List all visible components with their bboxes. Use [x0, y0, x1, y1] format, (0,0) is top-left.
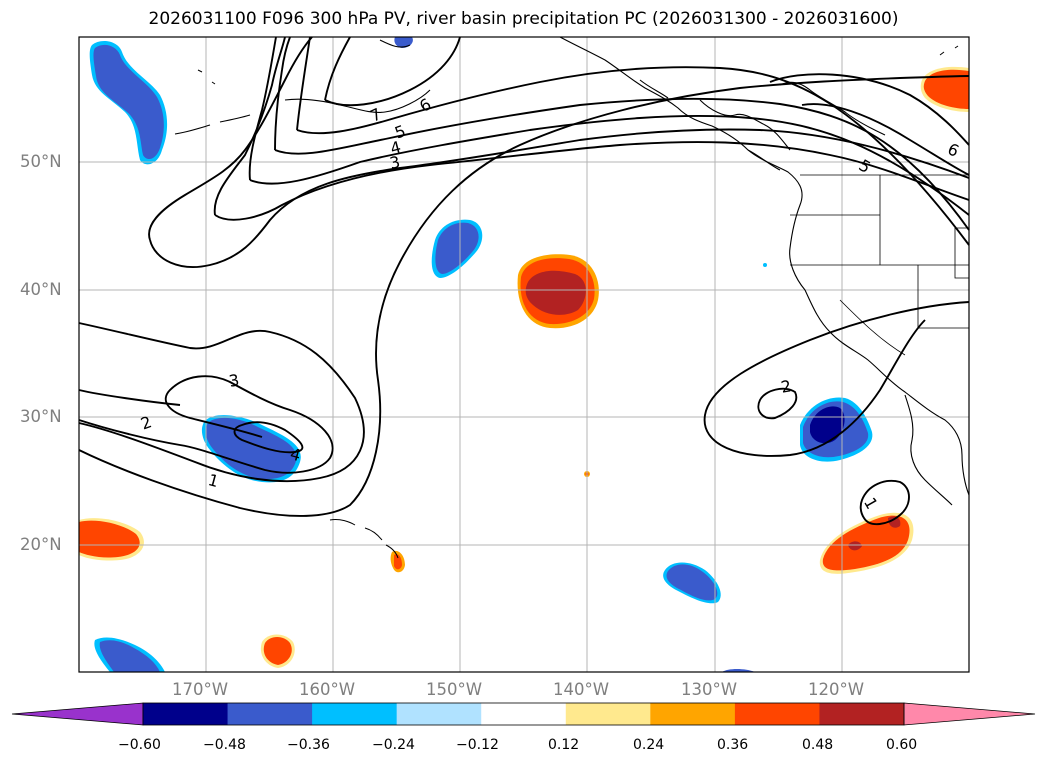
pv-contours [78, 36, 970, 526]
precip-negative-blobs [89, 37, 873, 672]
contour-label: 4 [388, 137, 403, 158]
colorbar-tick-label: 0.36 [717, 737, 749, 753]
precip-shading [79, 37, 969, 672]
lat-label-30n: 30°N [20, 407, 62, 426]
colorbar-segments [11, 702, 1036, 726]
lat-label-20n: 20°N [20, 535, 62, 554]
political-borders [790, 174, 969, 356]
lon-label-170w: 170°W [172, 680, 229, 699]
lon-label-120w: 120°W [808, 680, 865, 699]
colorbar-tick-label: −0.60 [118, 737, 161, 753]
colorbar-extend-left-outline [12, 703, 143, 725]
colorbar-tick-label: −0.24 [372, 737, 415, 753]
colorbar-segment [650, 703, 736, 725]
contour-label: 3 [227, 370, 240, 390]
map-title: 2026031100 F096 300 hPa PV, river basin … [148, 9, 899, 29]
colorbar-segment [227, 703, 313, 725]
colorbar-frame [142, 702, 905, 726]
contour-label: 2 [779, 376, 792, 396]
colorbar [11, 702, 1036, 726]
lat-label-50n: 50°N [20, 152, 62, 171]
colorbar-tick-label: 0.48 [802, 737, 834, 753]
map-panel [79, 37, 969, 672]
colorbar-segment [143, 703, 229, 725]
colorbar-segment [481, 703, 567, 725]
colorbar-tick-label: −0.36 [287, 737, 330, 753]
colorbar-segment [734, 703, 820, 725]
colorbar-tick-label: −0.48 [203, 737, 246, 753]
contour-label: 4 [288, 444, 303, 465]
colorbar-segment [565, 703, 651, 725]
lon-label-150w: 150°W [426, 680, 483, 699]
colorbar-segment [819, 703, 905, 725]
lon-label-130w: 130°W [681, 680, 738, 699]
contour-label: 3 [388, 152, 402, 173]
colorbar-tick-label: 0.60 [886, 737, 918, 753]
colorbar-extend-right [903, 702, 1036, 726]
colorbar-segment [396, 703, 482, 725]
colorbar-tick-label: −0.12 [456, 737, 499, 753]
islands [197, 45, 959, 559]
colorbar-segment [312, 703, 398, 725]
colorbar-tick-label: 0.24 [633, 737, 665, 753]
lon-label-140w: 140°W [553, 680, 610, 699]
contour-label: 1 [206, 470, 221, 491]
lon-label-160w: 160°W [299, 680, 356, 699]
colorbar-tick-label: 0.12 [548, 737, 580, 753]
precip-positive-blobs [79, 66, 969, 668]
map-frame [78, 36, 970, 673]
lat-label-40n: 40°N [20, 280, 62, 299]
